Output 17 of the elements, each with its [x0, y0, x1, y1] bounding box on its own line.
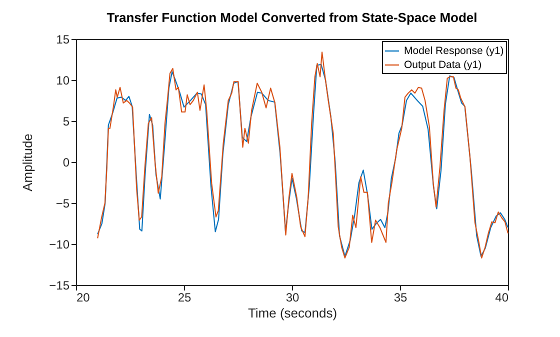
y-tick-label: −5: [56, 196, 70, 210]
legend-label: Output Data (y1): [404, 59, 482, 71]
y-tick-label: 10: [56, 74, 70, 88]
y-tick-label: 5: [62, 114, 70, 128]
x-tick-label: 20: [76, 290, 90, 304]
legend-label: Model Response (y1): [404, 45, 504, 57]
y-tick-label: −10: [49, 238, 70, 252]
y-tick-label: 0: [62, 156, 70, 170]
x-tick-label: 35: [394, 290, 408, 304]
y-tick-label: −15: [49, 278, 70, 292]
x-tick-label: 40: [495, 290, 509, 304]
x-tick-label: 25: [178, 290, 192, 304]
x-axis-title: Time (seconds): [248, 306, 338, 320]
x-tick-label: 30: [286, 290, 300, 304]
y-tick-label: 15: [56, 32, 70, 46]
y-axis-title: Amplitude: [20, 134, 36, 192]
chart-title: Transfer Function Model Converted from State-Space Model: [106, 10, 478, 25]
